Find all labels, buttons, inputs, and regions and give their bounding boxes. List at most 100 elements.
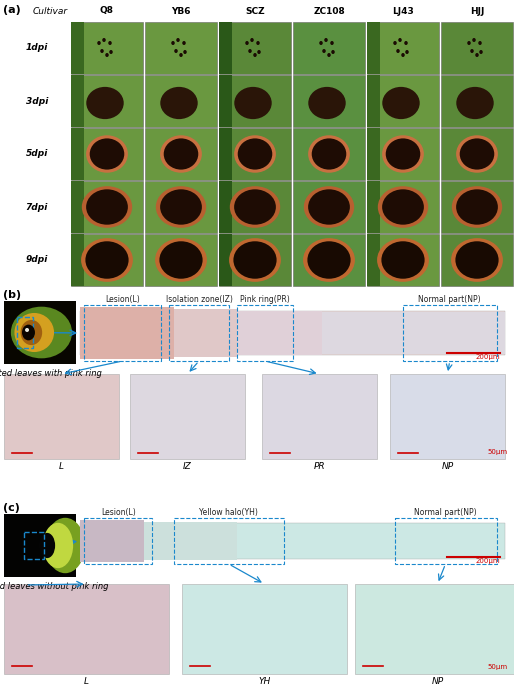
Text: 50μm: 50μm (488, 449, 508, 455)
Ellipse shape (171, 41, 175, 45)
Ellipse shape (14, 313, 54, 352)
Ellipse shape (404, 41, 408, 45)
Bar (441, 22, 513, 74)
Text: (b): (b) (3, 290, 21, 300)
Ellipse shape (382, 135, 424, 173)
Bar (71, 181, 84, 233)
Text: Isolation zone(IZ): Isolation zone(IZ) (166, 295, 232, 304)
Ellipse shape (250, 38, 254, 42)
Bar (71, 22, 84, 74)
Bar (237, 305, 292, 361)
Ellipse shape (479, 50, 483, 54)
Ellipse shape (25, 328, 29, 332)
Bar (4, 514, 76, 577)
Bar (182, 584, 347, 674)
Ellipse shape (386, 139, 420, 169)
Bar (293, 234, 365, 286)
Text: YH: YH (259, 677, 271, 686)
Ellipse shape (108, 41, 112, 45)
Bar (144, 522, 237, 560)
Bar (367, 234, 380, 286)
Ellipse shape (109, 50, 113, 54)
Bar (4, 301, 76, 364)
Ellipse shape (401, 53, 405, 57)
Ellipse shape (230, 186, 280, 228)
Bar (219, 75, 291, 127)
Ellipse shape (378, 186, 428, 228)
Bar (219, 181, 291, 233)
Bar (367, 181, 439, 233)
Text: 7dpi: 7dpi (26, 202, 48, 211)
Text: SCZ: SCZ (245, 6, 265, 15)
Ellipse shape (155, 238, 207, 282)
Ellipse shape (308, 87, 346, 119)
Bar (219, 128, 232, 180)
Bar (219, 22, 291, 74)
Ellipse shape (257, 50, 261, 54)
Ellipse shape (237, 139, 272, 169)
Bar (293, 128, 365, 180)
Ellipse shape (248, 49, 252, 53)
Text: (c): (c) (3, 503, 20, 513)
Ellipse shape (308, 189, 350, 225)
Bar (80, 520, 144, 562)
Ellipse shape (405, 50, 409, 54)
Ellipse shape (382, 189, 424, 225)
Ellipse shape (327, 53, 331, 57)
Text: 9dpi: 9dpi (26, 256, 48, 265)
Text: infected leaves with pink ring: infected leaves with pink ring (0, 369, 102, 378)
Ellipse shape (86, 135, 128, 173)
Bar (441, 181, 513, 233)
Ellipse shape (90, 139, 124, 169)
Text: Q8: Q8 (100, 6, 114, 15)
Bar (71, 128, 84, 180)
Text: Cultivar: Cultivar (32, 6, 67, 15)
Bar (219, 22, 232, 74)
Bar (367, 181, 380, 233)
Ellipse shape (467, 41, 471, 45)
Ellipse shape (331, 41, 334, 45)
Ellipse shape (452, 186, 502, 228)
Ellipse shape (179, 53, 183, 57)
Ellipse shape (377, 238, 429, 282)
Bar (367, 75, 439, 127)
Bar (80, 307, 174, 359)
Ellipse shape (382, 87, 420, 119)
Text: (a): (a) (3, 5, 21, 15)
Bar (237, 311, 322, 355)
Text: Yellow halo(YH): Yellow halo(YH) (199, 508, 258, 517)
Ellipse shape (322, 49, 326, 53)
Bar (367, 75, 380, 127)
Ellipse shape (234, 135, 276, 173)
Bar (71, 75, 143, 127)
Ellipse shape (233, 241, 277, 279)
Ellipse shape (86, 189, 128, 225)
Bar (322, 312, 505, 354)
Ellipse shape (319, 41, 323, 45)
Bar (219, 234, 232, 286)
Ellipse shape (256, 41, 260, 45)
Text: Lesion(L): Lesion(L) (105, 295, 140, 304)
Text: 5dpi: 5dpi (26, 150, 48, 158)
Text: NP: NP (442, 462, 453, 471)
Bar (174, 309, 237, 357)
Bar (17, 316, 33, 349)
Ellipse shape (11, 307, 72, 358)
Text: NP: NP (431, 677, 444, 686)
Ellipse shape (478, 41, 482, 45)
Text: HJJ: HJJ (470, 6, 484, 15)
Ellipse shape (183, 50, 187, 54)
Text: PR: PR (314, 462, 325, 471)
Bar (84, 518, 152, 564)
Bar (145, 75, 217, 127)
Bar (145, 22, 217, 74)
Bar (145, 128, 217, 180)
Ellipse shape (174, 49, 178, 53)
Bar (367, 22, 439, 74)
Ellipse shape (159, 241, 203, 279)
Bar (130, 374, 245, 459)
Text: Lesion(L): Lesion(L) (101, 508, 136, 517)
Text: 200μm: 200μm (475, 354, 500, 360)
Ellipse shape (229, 238, 281, 282)
Ellipse shape (451, 238, 503, 282)
